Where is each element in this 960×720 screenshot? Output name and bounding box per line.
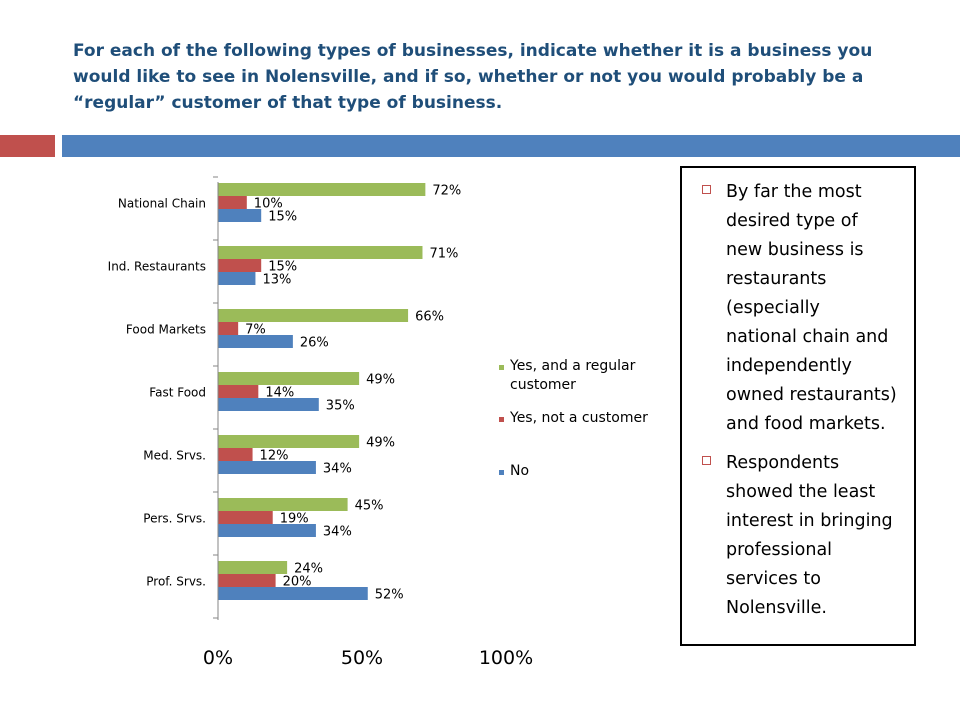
bullet-line: (especially [726, 298, 820, 318]
category-label: Med. Srvs. [143, 449, 206, 463]
bullet-line: and food markets. [726, 414, 886, 434]
bullet-line: professional [726, 540, 833, 560]
bar-yes-not-a-customer [218, 511, 273, 524]
x-tick-label: 50% [341, 647, 383, 669]
bar-yes-not-a-customer [218, 448, 253, 461]
bar-yes-and-a-regular-customer [218, 498, 348, 511]
x-tick-label: 0% [203, 647, 233, 669]
data-label: 26% [300, 336, 329, 351]
legend-label: customer [510, 377, 576, 393]
title-accent-bar-blue [62, 135, 960, 157]
bar-no [218, 209, 262, 222]
bar-yes-not-a-customer [218, 196, 247, 209]
legend-swatch [499, 417, 504, 422]
title-accent-bar-red [0, 135, 55, 157]
bullet-line: owned restaurants) [726, 385, 897, 405]
summary-callout: By far the most desired type of new busi… [680, 166, 916, 646]
bar-yes-and-a-regular-customer [218, 372, 360, 385]
bar-yes-and-a-regular-customer [218, 246, 423, 259]
data-label: 34% [323, 462, 352, 477]
bar-no [218, 461, 316, 474]
bullet-line: Respondents [726, 453, 840, 473]
data-label: 45% [355, 499, 384, 514]
bar-yes-not-a-customer [218, 322, 239, 335]
summary-bullet-2: Respondents showed the least interest in… [702, 449, 906, 623]
data-label: 52% [375, 588, 404, 603]
bullet-line: desired type of [726, 211, 858, 231]
category-label: Ind. Restaurants [108, 260, 206, 274]
data-label: 49% [366, 373, 395, 388]
bar-yes-and-a-regular-customer [218, 435, 360, 448]
category-label: National Chain [118, 197, 206, 211]
square-bullet-icon [702, 185, 711, 194]
data-label: 34% [323, 525, 352, 540]
bullet-line: Nolensville. [726, 598, 827, 618]
data-label: 24% [294, 562, 323, 577]
data-label: 35% [326, 399, 355, 414]
bullet-line: new business is [726, 240, 864, 260]
data-label: 71% [429, 247, 458, 262]
bullet-line: By far the most [726, 182, 862, 202]
bar-yes-and-a-regular-customer [218, 183, 426, 196]
x-tick-label: 100% [479, 647, 533, 669]
bar-yes-not-a-customer [218, 574, 276, 587]
legend-label: No [510, 463, 529, 479]
bullet-line: showed the least [726, 482, 876, 502]
category-label: Prof. Srvs. [146, 575, 206, 589]
bullet-line: national chain and [726, 327, 889, 347]
slide-title: For each of the following types of busin… [73, 41, 873, 113]
data-label: 15% [268, 210, 297, 225]
data-label: 10% [254, 197, 283, 212]
summary-bullets: By far the most desired type of new busi… [682, 168, 914, 623]
category-label: Food Markets [126, 323, 206, 337]
legend-label: Yes, and a regular [509, 358, 636, 374]
bar-no [218, 398, 319, 411]
data-label: 49% [366, 436, 395, 451]
category-label: Pers. Srvs. [143, 512, 206, 526]
bar-no [218, 587, 368, 600]
bullet-line: restaurants [726, 269, 827, 289]
bullet-line: interest in bringing [726, 511, 893, 531]
legend-swatch [499, 470, 504, 475]
square-bullet-icon [702, 456, 711, 465]
data-label: 7% [245, 323, 266, 338]
legend-swatch [499, 365, 504, 370]
category-label: Fast Food [149, 386, 206, 400]
bar-yes-not-a-customer [218, 259, 262, 272]
bullet-line: independently [726, 356, 852, 376]
data-label: 13% [262, 273, 291, 288]
data-label: 15% [268, 260, 297, 275]
legend-label: Yes, not a customer [509, 410, 648, 426]
bar-yes-and-a-regular-customer [218, 309, 409, 322]
data-label: 12% [260, 449, 289, 464]
data-label: 14% [265, 386, 294, 401]
bar-yes-not-a-customer [218, 385, 259, 398]
bar-no [218, 524, 316, 537]
data-label: 20% [283, 575, 312, 590]
data-label: 72% [432, 184, 461, 199]
data-label: 19% [280, 512, 309, 527]
summary-bullet-1: By far the most desired type of new busi… [702, 178, 906, 439]
bar-no [218, 335, 293, 348]
bar-no [218, 272, 256, 285]
bar-yes-and-a-regular-customer [218, 561, 288, 574]
bullet-line: services to [726, 569, 821, 589]
data-label: 66% [415, 310, 444, 325]
